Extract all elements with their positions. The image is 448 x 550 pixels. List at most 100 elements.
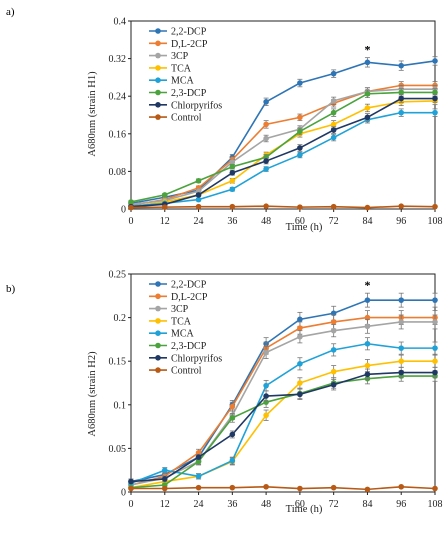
data-point [330, 327, 337, 334]
x-tick-label: 12 [160, 216, 170, 227]
x-tick-label: 96 [396, 499, 406, 510]
y-tick-label: 0.32 [109, 54, 127, 65]
chart-panel-a: 0 0.08 0.16 0.24 0.32 0.4 0 12 24 36 48 60 72 84 96 108… [109, 17, 443, 228]
legend-swatch-marker [155, 355, 161, 361]
data-point [398, 297, 405, 303]
series-line [130, 205, 436, 209]
data-point [297, 325, 303, 331]
legend-label: 2,2-DCP [171, 280, 207, 291]
legend-label: TCA [171, 63, 192, 74]
series-2-3-dcp [128, 88, 438, 205]
y-tick-label: 0 [121, 488, 126, 499]
panel-b-y-axis-title: A680nm (strain H2) [87, 351, 98, 437]
legend-swatch-marker [155, 293, 161, 300]
series-line [130, 88, 435, 206]
data-point [297, 204, 303, 210]
data-point [330, 109, 337, 116]
series-line [130, 371, 435, 483]
series-line [130, 97, 435, 208]
legend-label: Chlorpyrifos [171, 353, 222, 364]
data-point [330, 70, 337, 77]
y-tick-label: 0.4 [114, 17, 127, 28]
data-point [128, 485, 134, 492]
data-point [195, 203, 202, 210]
data-point [432, 95, 438, 102]
data-point [398, 483, 405, 490]
data-point [297, 391, 303, 398]
data-point [364, 340, 371, 347]
panel-b-x-axis-title: Time (h) [286, 504, 323, 515]
panel-b-label: b) [6, 283, 16, 295]
data-point [263, 121, 269, 128]
data-point [432, 369, 438, 376]
x-tick-label: 0 [129, 499, 134, 510]
data-point [330, 368, 337, 375]
data-point [263, 158, 269, 164]
legend-swatch-marker [155, 318, 161, 324]
data-point [398, 358, 405, 365]
data-point [364, 114, 371, 121]
x-tick-label: 72 [329, 499, 339, 510]
data-point [263, 399, 269, 405]
y-tick-label: 0.15 [109, 357, 127, 368]
legend-label: Chlorpyrifos [171, 100, 222, 111]
legend-label: TCA [171, 316, 192, 327]
x-tick-label: 60 [295, 216, 305, 227]
data-point [195, 192, 202, 198]
data-point [161, 467, 168, 474]
data-point [195, 473, 202, 480]
legend-swatch-marker [155, 305, 161, 312]
data-point [229, 163, 236, 170]
data-point [229, 403, 236, 410]
panel-a-label: a) [6, 6, 15, 18]
legend-label: Control [171, 366, 202, 377]
x-tick-label: 84 [362, 216, 372, 227]
x-tick-label: 24 [194, 499, 204, 510]
data-point [195, 454, 202, 460]
data-point [297, 80, 303, 86]
y-tick-label: 0.08 [109, 167, 127, 178]
data-point [195, 196, 202, 203]
data-point [161, 204, 168, 210]
data-point [297, 380, 303, 386]
data-point [297, 361, 303, 367]
data-point [229, 178, 236, 184]
data-point [398, 95, 405, 102]
y-tick-label: 0 [121, 205, 126, 216]
data-point [263, 166, 269, 172]
data-point [297, 114, 303, 121]
data-point [364, 204, 371, 211]
data-point [432, 485, 438, 492]
data-point [263, 349, 269, 356]
data-point [297, 333, 303, 340]
data-point [330, 484, 337, 491]
data-point [195, 484, 202, 491]
x-tick-label: 72 [329, 216, 339, 227]
data-point [432, 58, 438, 64]
data-point [330, 347, 337, 353]
data-point [128, 478, 134, 485]
data-point [364, 59, 371, 66]
data-point [330, 134, 337, 141]
data-point [398, 203, 405, 209]
x-tick-label: 0 [129, 216, 134, 227]
chart-panel-b: 0 0.05 0.1 0.15 0.2 0.25 0 12 24 36 48 60 72 84 96 108 2… [109, 270, 443, 511]
data-point [229, 159, 236, 165]
data-point [398, 62, 405, 69]
data-point [297, 145, 303, 151]
x-tick-label: 60 [295, 499, 305, 510]
legend-label: Control [171, 113, 202, 124]
x-tick-label: 108 [428, 216, 443, 227]
legend-swatch-marker [155, 89, 161, 96]
data-point [330, 98, 337, 104]
data-point [432, 203, 438, 210]
legend-swatch-marker [155, 52, 161, 59]
data-point [398, 369, 405, 376]
data-point [263, 382, 269, 389]
data-point [398, 319, 405, 325]
series-chlorpyrifos [128, 94, 438, 210]
data-point [229, 203, 236, 210]
legend-label: 2,2-DCP [171, 27, 207, 38]
data-point [330, 319, 337, 325]
